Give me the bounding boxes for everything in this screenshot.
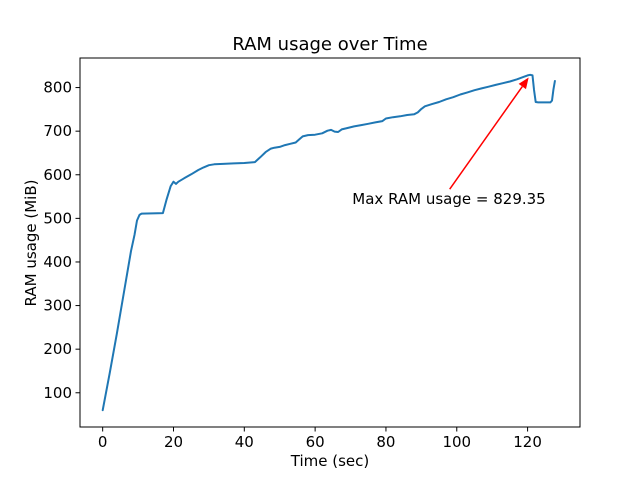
axes-frame <box>79 57 581 428</box>
chart-title: RAM usage over Time <box>232 34 427 55</box>
x-tick-label: 120 <box>513 433 542 451</box>
x-tick-label: 20 <box>164 433 183 451</box>
annotation-label: Max RAM usage = 829.35 <box>352 190 545 208</box>
y-tick-label: 400 <box>43 253 72 271</box>
x-tick-label: 80 <box>376 433 395 451</box>
y-tick-label: 100 <box>43 384 72 402</box>
y-tick-label: 600 <box>43 166 72 184</box>
annotation-arrowhead-icon <box>518 77 529 90</box>
y-tick-label: 500 <box>43 209 72 227</box>
annotation-arrow-shaft <box>449 86 523 190</box>
x-tick-label: 100 <box>442 433 471 451</box>
x-tick-label: 60 <box>306 433 325 451</box>
x-tick-label: 40 <box>235 433 254 451</box>
x-tick-label: 0 <box>98 433 108 451</box>
y-axis-label: RAM usage (MiB) <box>22 180 40 307</box>
y-tick-label: 800 <box>43 79 72 97</box>
y-tick-label: 200 <box>43 340 72 358</box>
x-axis-label: Time (sec) <box>290 452 369 470</box>
axis-ticks: 0 20 40 60 80 100 120 100 200 300 400 500 600 700 800 <box>43 79 542 451</box>
ram-usage-line <box>101 73 556 412</box>
y-tick-label: 300 <box>43 297 72 315</box>
max-ram-annotation: Max RAM usage = 829.35 <box>352 77 546 208</box>
y-tick-label: 700 <box>43 122 72 140</box>
